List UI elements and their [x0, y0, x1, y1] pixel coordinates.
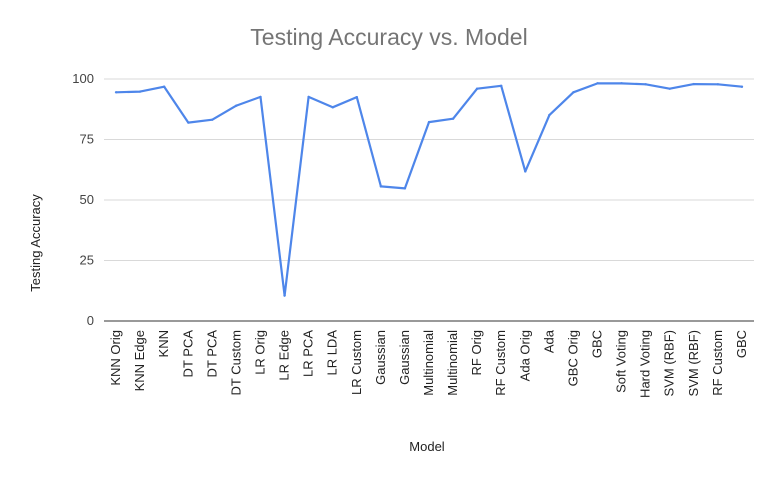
series-line	[115, 82, 743, 297]
x-tick-label: GBC	[590, 330, 605, 358]
x-tick-label: LR Custom	[349, 330, 364, 395]
data-point	[427, 120, 431, 124]
data-point	[596, 82, 599, 85]
data-point	[403, 187, 407, 190]
y-tick-label: 100	[72, 71, 94, 86]
gridlines	[104, 78, 754, 322]
x-tick-label: LR Edge	[277, 330, 292, 381]
data-point	[259, 95, 262, 99]
data-point	[500, 84, 503, 87]
data-point	[548, 113, 551, 117]
data-point	[475, 87, 479, 90]
data-point	[187, 121, 190, 124]
x-tick-label: LR LDA	[325, 330, 340, 376]
data-point	[283, 294, 286, 297]
x-tick-label: KNN	[156, 330, 171, 357]
x-tick-label: GBC	[734, 330, 749, 358]
x-tick-label: Gaussian	[397, 330, 412, 385]
x-tick-label: RF Orig	[469, 330, 484, 376]
data-point	[211, 118, 214, 121]
data-point	[692, 82, 696, 86]
x-axis-ticks: KNN Orig KNN Edge KNN DT PCA DT PCA DT Custom…	[108, 329, 749, 398]
x-tick-label: Hard Voting	[638, 330, 653, 398]
data-point	[114, 91, 118, 94]
x-tick-label: Multinomial	[421, 330, 436, 396]
data-point	[668, 87, 671, 90]
data-point	[644, 83, 647, 86]
x-tick-label: KNN Edge	[132, 330, 147, 391]
x-tick-label: LR Orig	[252, 330, 267, 375]
y-axis-ticks: 0 25 50 75 100	[72, 71, 94, 328]
x-tick-label: SVM (RBF)	[662, 330, 677, 396]
x-tick-label: Ada Orig	[517, 330, 532, 381]
x-tick-label: Gaussian	[373, 330, 388, 385]
y-tick-label: 0	[87, 313, 94, 328]
x-tick-label: Soft Voting	[614, 330, 629, 393]
series-layer	[114, 82, 744, 297]
data-point	[162, 85, 166, 88]
x-tick-label: DT Custom	[228, 330, 243, 396]
x-tick-label: Multinomial	[445, 330, 460, 396]
x-tick-label: DT PCA	[204, 330, 219, 378]
chart-title: Testing Accuracy vs. Model	[250, 24, 528, 50]
data-point	[572, 91, 575, 94]
data-point	[379, 185, 383, 188]
data-point	[620, 82, 623, 85]
y-tick-label: 50	[80, 192, 94, 207]
data-point	[524, 170, 527, 173]
x-tick-label: DT PCA	[180, 330, 195, 378]
x-tick-label: SVM (RBF)	[686, 330, 701, 396]
x-tick-label: RF Custom	[710, 330, 725, 396]
x-tick-label: GBC Orig	[565, 330, 580, 386]
y-tick-label: 25	[80, 253, 94, 268]
data-point	[355, 95, 358, 99]
x-tick-label: KNN Orig	[108, 330, 123, 386]
x-tick-label: LR PCA	[301, 330, 316, 377]
data-point	[740, 85, 744, 88]
x-tick-label: RF Custom	[493, 330, 508, 396]
data-point	[331, 106, 334, 109]
data-point	[138, 90, 142, 93]
data-point	[451, 117, 455, 120]
y-axis-label: Testing Accuracy	[28, 194, 43, 292]
x-axis-label: Model	[409, 439, 445, 454]
data-point	[716, 83, 720, 86]
data-point	[235, 104, 238, 107]
y-tick-label: 75	[80, 132, 94, 147]
x-tick-label: Ada	[541, 329, 556, 353]
data-point	[307, 95, 310, 99]
